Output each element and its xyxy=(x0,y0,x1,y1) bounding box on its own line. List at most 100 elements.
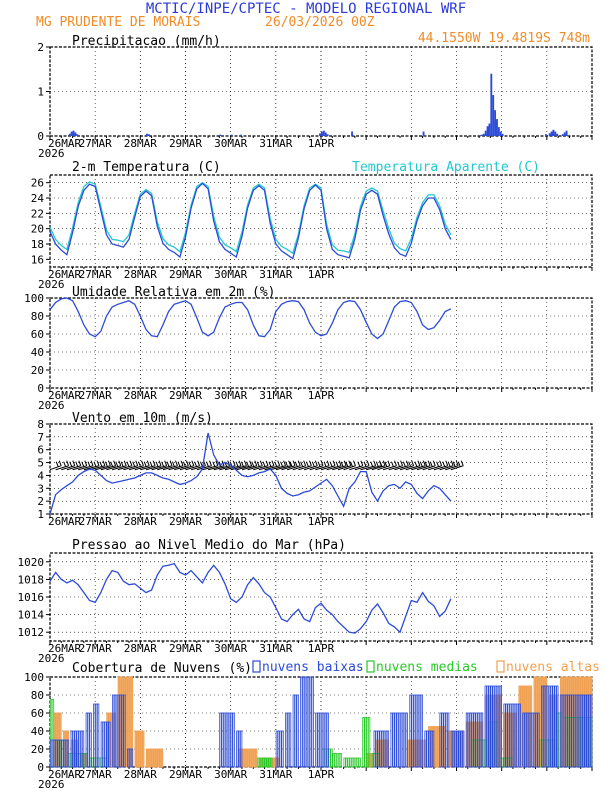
wind-barb-feather xyxy=(335,461,339,467)
y-tick-label: 0 xyxy=(37,382,44,395)
low-cloud-bar xyxy=(499,685,502,768)
low-cloud-bar xyxy=(104,721,107,768)
panel-frame xyxy=(49,552,593,642)
wind-barb-feather xyxy=(308,460,312,466)
low-cloud-bar xyxy=(223,712,226,768)
high-cloud-bar xyxy=(110,712,113,768)
y-tick-label: 100 xyxy=(24,671,44,684)
wind-barb-feather xyxy=(414,461,418,467)
legend-label: nuvens altas xyxy=(506,660,600,675)
mid-cloud-bar xyxy=(362,717,365,768)
low-cloud-bar xyxy=(307,676,311,768)
panel-title: Precipitacao (mm/h) xyxy=(72,34,221,49)
mid-cloud-bar xyxy=(482,739,486,768)
x-tick-label: 26MAR xyxy=(48,389,81,402)
y-tick-label: 18 xyxy=(31,238,44,251)
wind-barb xyxy=(439,465,454,471)
wind-barb-feather xyxy=(289,461,293,467)
low-cloud-bar xyxy=(556,685,559,768)
header-location: MG PRUDENTE DE MORAIS xyxy=(36,15,200,30)
precip-bar xyxy=(480,134,483,136)
x-tick-label: 1APR xyxy=(308,642,335,655)
wind-barb-feather xyxy=(294,461,298,467)
wind-barb-feather xyxy=(185,460,189,466)
wind-barb-feather xyxy=(249,460,253,466)
wind-barb-feather xyxy=(66,460,70,466)
low-cloud-bar xyxy=(319,712,322,768)
wind-barb xyxy=(360,465,376,471)
precip-bar xyxy=(76,134,79,136)
wind-barb-feather xyxy=(164,460,168,466)
wind-barb-feather xyxy=(129,460,133,466)
wind-barb-feather xyxy=(158,460,162,466)
wind-barb xyxy=(202,465,218,471)
wind-barb xyxy=(428,465,442,471)
wind-barb-feather xyxy=(452,461,456,467)
wind-barb-feather xyxy=(232,460,236,466)
x-tick-label: 29MAR xyxy=(169,268,202,281)
wind-barb-feather xyxy=(141,460,144,466)
wind-barb xyxy=(168,465,184,471)
x-tick-label: 30MAR xyxy=(214,768,247,781)
low-cloud-bar xyxy=(288,712,292,768)
wind-barb xyxy=(366,465,382,471)
precip-bar xyxy=(565,130,568,136)
wind-barb xyxy=(445,465,459,471)
wind-barb-feather xyxy=(429,461,433,467)
legend-label: nuvens baixas xyxy=(262,660,364,675)
y-tick-label: 1016 xyxy=(18,591,45,604)
x-tick-label: 31MAR xyxy=(259,137,292,150)
y-tick-label: 22 xyxy=(31,207,44,220)
low-cloud-bar xyxy=(462,730,465,768)
x-tick-label: 26MAR xyxy=(48,268,81,281)
low-cloud-bar xyxy=(219,712,222,768)
wind-barb-feather xyxy=(345,461,349,467)
wind-barb xyxy=(337,465,351,471)
wind-barb-feather xyxy=(338,460,342,466)
y-tick-label: 80 xyxy=(31,310,44,323)
high-cloud-bar xyxy=(435,726,439,768)
wind-barb-feather xyxy=(402,461,406,467)
wind-barb-feather xyxy=(422,460,426,466)
y-tick-label: 0 xyxy=(37,130,44,143)
wind-barb-feather xyxy=(135,460,139,466)
wind-barb xyxy=(309,465,324,471)
wind-barb-feather xyxy=(209,460,212,466)
y-tick-label: 1 xyxy=(37,508,44,521)
y-tick-label: 80 xyxy=(31,689,44,702)
low-cloud-bar xyxy=(516,703,519,768)
low-cloud-bar xyxy=(392,712,395,768)
wind-barb-feather xyxy=(69,461,73,467)
low-cloud-bar xyxy=(102,721,105,768)
wind-barb-feather xyxy=(323,461,327,467)
wind-barb-feather xyxy=(439,460,443,466)
wind-barb-feather xyxy=(243,460,247,466)
precip-bar xyxy=(324,132,327,136)
wind-barb-feather xyxy=(238,460,242,466)
x-tick-label: 27MAR xyxy=(79,389,112,402)
x-tick-label: 26MAR xyxy=(48,137,81,150)
low-cloud-bar xyxy=(390,712,393,768)
x-tick-label: 26MAR xyxy=(48,768,81,781)
low-cloud-bar xyxy=(426,730,429,768)
high-cloud-bar xyxy=(247,748,250,768)
x-tick-label: 30MAR xyxy=(214,642,247,655)
precip-bar xyxy=(548,133,551,136)
wind-barb-feather xyxy=(191,460,195,466)
wind-barb-feather xyxy=(340,461,344,467)
x-tick-label: 27MAR xyxy=(79,768,112,781)
wind-barb-feather xyxy=(146,460,150,466)
wind-barb-feather xyxy=(155,461,159,467)
wind-barb-feather xyxy=(457,461,461,467)
wind-barb-feather xyxy=(311,461,315,467)
y-tick-label: 1012 xyxy=(18,626,45,639)
low-cloud-bar xyxy=(130,748,134,768)
wind-barb-feather xyxy=(397,461,401,467)
low-cloud-bar xyxy=(95,703,98,768)
wind-barb-feather xyxy=(90,460,94,466)
wind-barb xyxy=(134,465,150,471)
low-cloud-bar xyxy=(399,712,403,768)
low-cloud-bar xyxy=(100,721,104,768)
high-cloud-bar xyxy=(125,676,128,768)
